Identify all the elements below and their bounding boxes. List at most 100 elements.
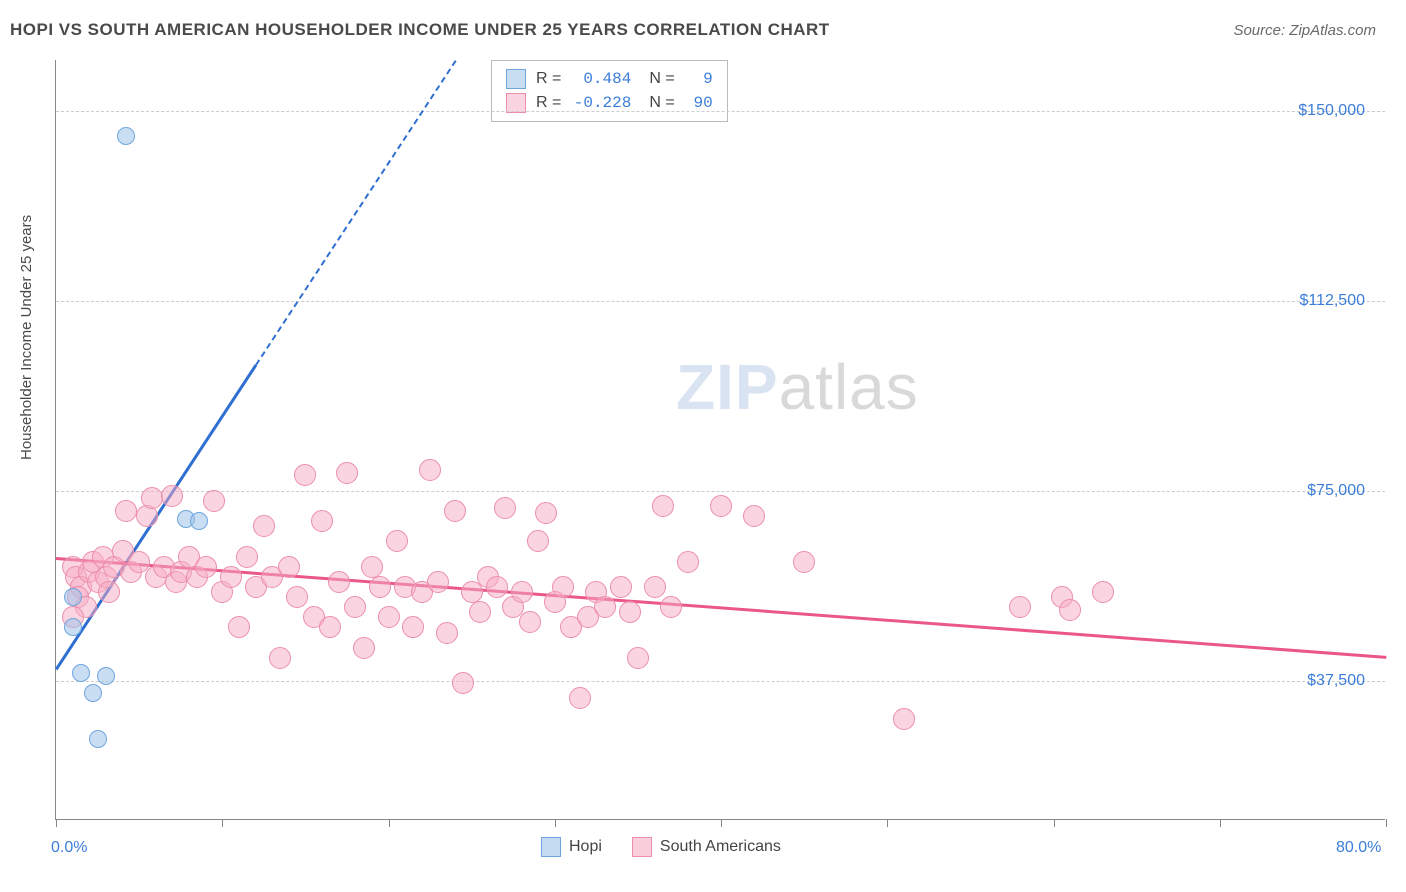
data-point <box>660 596 682 618</box>
x-tick <box>555 819 556 827</box>
data-point <box>386 530 408 552</box>
data-point <box>253 515 275 537</box>
x-tick <box>887 819 888 827</box>
plot-area: ZIPatlas R = 0.484 N = 9 R = -0.228 N = … <box>55 60 1385 820</box>
data-point <box>353 637 375 659</box>
gridline-horizontal <box>56 111 1385 112</box>
watermark-zip: ZIP <box>676 351 779 423</box>
x-tick <box>222 819 223 827</box>
gridline-horizontal <box>56 491 1385 492</box>
data-point <box>220 566 242 588</box>
data-point <box>419 459 441 481</box>
data-point <box>793 551 815 573</box>
y-tick-label: $37,500 <box>1307 672 1365 690</box>
legend-item-hopi: Hopi <box>541 837 602 857</box>
x-tick <box>389 819 390 827</box>
legend-stats-row: R = 0.484 N = 9 <box>506 67 713 91</box>
x-tick <box>1220 819 1221 827</box>
data-point <box>89 730 107 748</box>
data-point <box>369 576 391 598</box>
data-point <box>64 588 82 606</box>
legend-series: Hopi South Americans <box>541 837 781 857</box>
data-point <box>511 581 533 603</box>
data-point <box>115 500 137 522</box>
data-point <box>319 616 341 638</box>
data-point <box>436 622 458 644</box>
data-point <box>117 127 135 145</box>
data-point <box>627 647 649 669</box>
data-point <box>344 596 366 618</box>
y-tick-label: $75,000 <box>1307 482 1365 500</box>
trendline-extrapolation <box>255 60 456 365</box>
n-value-south-americans: 90 <box>685 94 713 112</box>
legend-swatch-south-americans <box>632 837 652 857</box>
x-tick-label: 80.0% <box>1336 839 1381 857</box>
data-point <box>644 576 666 598</box>
data-point <box>141 487 163 509</box>
data-point <box>486 576 508 598</box>
data-point <box>336 462 358 484</box>
data-point <box>552 576 574 598</box>
data-point <box>203 490 225 512</box>
data-point <box>710 495 732 517</box>
data-point <box>64 618 82 636</box>
data-point <box>84 684 102 702</box>
data-point <box>286 586 308 608</box>
data-point <box>743 505 765 527</box>
data-point <box>494 497 516 519</box>
y-tick-label: $112,500 <box>1299 292 1365 310</box>
data-point <box>98 581 120 603</box>
data-point <box>535 502 557 524</box>
data-point <box>190 512 208 530</box>
data-point <box>1092 581 1114 603</box>
data-point <box>610 576 632 598</box>
data-point <box>311 510 333 532</box>
gridline-horizontal <box>56 681 1385 682</box>
legend-item-south-americans: South Americans <box>632 837 781 857</box>
data-point <box>1059 599 1081 621</box>
data-point <box>427 571 449 593</box>
r-value-hopi: 0.484 <box>571 70 631 88</box>
data-point <box>97 667 115 685</box>
data-point <box>469 601 491 623</box>
data-point <box>195 556 217 578</box>
data-point <box>328 571 350 593</box>
data-point <box>677 551 699 573</box>
r-value-south-americans: -0.228 <box>571 94 631 112</box>
chart-title: HOPI VS SOUTH AMERICAN HOUSEHOLDER INCOM… <box>10 20 830 40</box>
data-point <box>278 556 300 578</box>
x-tick <box>1054 819 1055 827</box>
data-point <box>294 464 316 486</box>
data-point <box>378 606 400 628</box>
data-point <box>72 664 90 682</box>
y-axis-label: Householder Income Under 25 years <box>18 215 35 460</box>
data-point <box>1009 596 1031 618</box>
correlation-chart: HOPI VS SOUTH AMERICAN HOUSEHOLDER INCOM… <box>10 10 1396 882</box>
x-tick <box>721 819 722 827</box>
legend-stats: R = 0.484 N = 9 R = -0.228 N = 90 <box>491 60 728 122</box>
data-point <box>452 672 474 694</box>
y-tick-label: $150,000 <box>1298 102 1365 120</box>
data-point <box>594 596 616 618</box>
legend-swatch-hopi <box>541 837 561 857</box>
data-point <box>893 708 915 730</box>
data-point <box>402 616 424 638</box>
data-point <box>519 611 541 633</box>
data-point <box>652 495 674 517</box>
data-point <box>361 556 383 578</box>
data-point <box>569 687 591 709</box>
legend-label: Hopi <box>569 838 602 856</box>
watermark: ZIPatlas <box>676 350 919 424</box>
chart-source: Source: ZipAtlas.com <box>1233 22 1376 39</box>
trendline <box>56 557 1386 658</box>
data-point <box>161 485 183 507</box>
data-point <box>269 647 291 669</box>
n-value-hopi: 9 <box>685 70 713 88</box>
legend-swatch-hopi <box>506 69 526 89</box>
data-point <box>236 546 258 568</box>
gridline-horizontal <box>56 301 1385 302</box>
data-point <box>228 616 250 638</box>
legend-label: South Americans <box>660 838 781 856</box>
x-tick <box>56 819 57 827</box>
data-point <box>527 530 549 552</box>
